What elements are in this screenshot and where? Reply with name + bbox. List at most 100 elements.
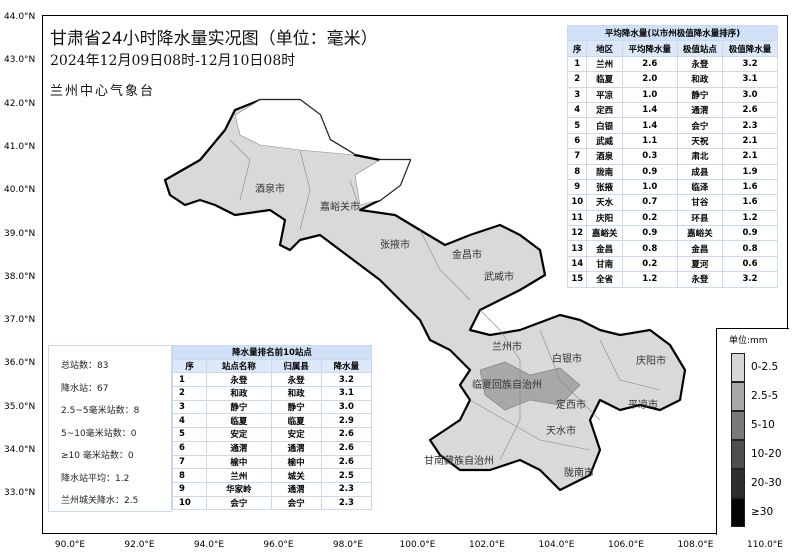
table-cell: 7	[566, 148, 588, 165]
city-label: 临夏回族自治州	[472, 380, 542, 391]
table-cell: 甘南	[586, 255, 623, 273]
table-cell: 和政	[270, 386, 322, 401]
longitude-label: 102.0°E	[469, 540, 505, 550]
legend-label: 2.5-5	[751, 390, 779, 402]
table-row: 4 定西 1.4 通渭 2.6	[566, 101, 779, 119]
average-precipitation-table: 平均降水量(以市州极值降水量排序) 序地区 平均降水量 极值站点 极值降水量 1 兰州 2…	[566, 24, 779, 288]
table-row: 1 永登 永登 3.2	[171, 372, 373, 388]
latitude-label: 38.0°N	[4, 271, 36, 282]
table-row: 2 临夏 2.0 和政 3.1	[566, 71, 779, 88]
city-label: 兰州市	[492, 342, 522, 353]
column-header: 极值降水量	[721, 40, 779, 57]
table-cell: 5	[171, 427, 208, 442]
table-cell: 临夏	[586, 71, 623, 88]
table-cell: 15	[566, 271, 588, 288]
legend-label: 0-2.5	[751, 361, 779, 373]
latitude-label: 39.0°N	[4, 228, 36, 239]
county-borders	[229, 139, 661, 461]
table-cell: 嘉峪关	[586, 225, 623, 242]
table-cell: 1.2	[621, 271, 678, 288]
table-cell: 庆阳	[586, 209, 623, 227]
table-cell: 榆中	[206, 454, 272, 470]
city-label: 酒泉市	[255, 184, 285, 195]
table-cell: 0.8	[621, 240, 678, 257]
table-row: 10 天水 0.7 甘谷 1.6	[566, 194, 779, 211]
city-label: 陇南市	[564, 468, 594, 479]
column-header: 极值站点	[676, 40, 723, 57]
table-cell: 1.0	[621, 178, 678, 196]
city-label: 张掖市	[380, 240, 410, 251]
table-cell: 1	[566, 55, 588, 73]
city-label: 定西市	[556, 400, 586, 411]
table-cell: 榆中	[270, 454, 322, 470]
table-cell: 静宁	[206, 399, 272, 415]
table-cell: 3.0	[721, 86, 779, 103]
table-cell: 12	[566, 225, 588, 242]
longitude-label: 94.0°E	[193, 540, 225, 550]
table-cell: 6	[171, 440, 208, 456]
latitude-label: 43.0°N	[4, 55, 36, 66]
table-cell: 永登	[206, 372, 272, 388]
legend-swatch	[731, 353, 745, 382]
table-cell: 1.6	[721, 194, 779, 211]
latitude-label: 35.0°N	[4, 401, 36, 412]
table-row: 9 华家岭 通渭 2.3	[171, 481, 373, 497]
table-cell: 5	[566, 117, 588, 134]
city-label: 嘉峪关市	[320, 202, 360, 213]
table-cell: 2.6	[320, 427, 373, 442]
table-cell: 0.9	[621, 163, 678, 180]
time-period: 2024年12月09日08时-12月10日08时	[50, 53, 296, 69]
table-cell: 嘉峪关	[676, 225, 723, 242]
table-cell: 4	[171, 413, 208, 429]
table-cell: 3.2	[721, 55, 779, 73]
longitude-label: 96.0°E	[263, 540, 294, 550]
table-cell: 安定	[270, 427, 322, 442]
table-cell: 和政	[676, 71, 723, 88]
legend: 单位:mm 0-2.5 2.5-5 5-10 10-20 20-30 ≥30	[716, 328, 789, 535]
table-row: 1 兰州 2.6 永登 3.2	[566, 55, 779, 73]
table-cell: 夏河	[676, 255, 723, 273]
city-label: 白银市	[552, 354, 582, 365]
table-cell: 全省	[586, 271, 623, 288]
latitude-label: 34.0°N	[4, 445, 36, 455]
table-cell: 金昌	[676, 240, 723, 257]
table-cell: 华家岭	[206, 481, 272, 497]
table-row: 14 甘南 0.2 夏河 0.6	[566, 255, 779, 273]
table-cell: 0.8	[721, 240, 779, 257]
table-row: 15 全省 1.2 永登 3.2	[566, 271, 779, 288]
table-cell: 3.1	[721, 71, 779, 88]
table-cell: 0.3	[621, 148, 678, 165]
table-cell: 2.5	[320, 468, 373, 483]
table-cell: 1.4	[621, 117, 678, 134]
table-cell: 环县	[676, 209, 723, 227]
table-cell: 成县	[676, 163, 723, 180]
table-cell: 3.2	[721, 271, 779, 288]
table-cell: 2.9	[320, 413, 373, 429]
column-header: 站点名称	[206, 358, 272, 374]
longitude-label: 106.0°E	[608, 540, 644, 550]
table-cell: 定西	[586, 101, 623, 119]
table-cell: 1.6	[721, 178, 779, 196]
table-cell: 2.1	[721, 148, 779, 165]
legend-swatch	[731, 469, 745, 498]
table-cell: 永登	[270, 372, 322, 388]
table-cell: 静宁	[270, 399, 322, 415]
table-cell: 3.1	[320, 386, 373, 401]
latitude-label: 41.0°N	[4, 141, 36, 152]
table-cell: 3.2	[320, 372, 373, 388]
legend-swatch	[731, 440, 745, 469]
table-cell: 酒泉	[586, 148, 623, 165]
table-row: 7 榆中 榆中 2.6	[171, 454, 373, 470]
table-cell: 白银	[586, 117, 623, 134]
table-cell: 3	[566, 86, 588, 103]
legend-label: 5-10	[751, 419, 775, 431]
table-cell: 张掖	[586, 178, 623, 196]
table-cell: 2.6	[621, 55, 678, 73]
table-cell: 通渭	[676, 101, 723, 119]
table-cell: 9	[171, 481, 208, 497]
table-cell: 0.7	[621, 194, 678, 211]
legend-swatch	[731, 411, 745, 440]
column-header: 地区	[586, 40, 623, 57]
city-label: 庆阳市	[636, 356, 666, 367]
